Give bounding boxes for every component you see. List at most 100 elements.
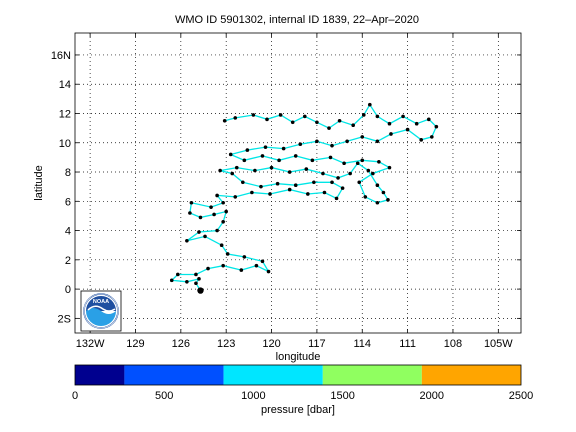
colorbar-bin xyxy=(75,365,125,385)
profile-point xyxy=(336,176,340,180)
y-tick-label: 2S xyxy=(58,313,71,325)
y-tick-label: 0 xyxy=(65,284,71,296)
plot-frame xyxy=(74,32,522,334)
profile-point xyxy=(315,120,319,125)
profile-point xyxy=(241,180,245,185)
profile-point xyxy=(293,154,298,158)
profile-point xyxy=(260,259,265,264)
profile-point xyxy=(414,121,419,126)
profile-point xyxy=(287,170,292,174)
profile-point xyxy=(377,159,381,164)
x-tick-label: 114 xyxy=(353,338,371,350)
y-tick-label: 8 xyxy=(65,167,71,179)
x-tick-label: 120 xyxy=(262,338,280,350)
profile-point xyxy=(263,145,268,149)
profile-point xyxy=(197,230,201,234)
colorbar-tick-label: 1500 xyxy=(330,390,354,402)
profile-point xyxy=(405,127,410,132)
x-tick-label: 123 xyxy=(217,338,235,350)
start-point-marker xyxy=(197,287,204,294)
profile-point xyxy=(287,187,292,192)
profile-point xyxy=(209,205,213,209)
profile-point xyxy=(233,116,238,120)
profile-point xyxy=(375,200,380,205)
profile-point xyxy=(321,171,325,176)
profile-point xyxy=(389,132,393,136)
profile-point xyxy=(185,239,189,243)
y-tick-label: 6 xyxy=(65,196,71,208)
x-tick-label: 132W xyxy=(76,338,105,350)
y-axis-label: latitude xyxy=(33,165,45,200)
profile-point xyxy=(342,161,346,166)
y-tick-label: 10 xyxy=(59,138,71,150)
profile-point xyxy=(315,139,319,144)
profile-point xyxy=(340,186,345,190)
profile-point xyxy=(310,158,315,163)
profile-point xyxy=(334,196,339,201)
profile-point xyxy=(250,190,254,195)
profile-point xyxy=(194,281,198,286)
profile-point xyxy=(221,263,225,268)
profile-point xyxy=(265,117,269,122)
x-tick-label: 126 xyxy=(172,338,190,350)
profile-point xyxy=(306,192,310,196)
colorbar-bin xyxy=(421,365,521,385)
profile-point xyxy=(269,165,274,170)
profile-point xyxy=(188,211,192,215)
profile-point xyxy=(234,165,239,170)
profile-point xyxy=(253,168,257,173)
y-tick-label: 16N xyxy=(51,50,71,62)
colorbar-tick-label: 1000 xyxy=(241,390,265,402)
profile-point xyxy=(426,117,431,122)
profile-point xyxy=(298,142,303,147)
profile-points xyxy=(169,102,439,294)
profile-point xyxy=(185,279,189,284)
x-tick-label: 108 xyxy=(444,338,462,350)
colorbar-bin xyxy=(322,365,422,385)
profile-point xyxy=(360,158,365,163)
chart-title: WMO ID 5901302, internal ID 1839, 22–Apr… xyxy=(175,14,419,26)
x-tick-label: 117 xyxy=(308,338,326,350)
noaa-logo-text: NOAA xyxy=(93,299,109,305)
colorbar-tick-label: 0 xyxy=(72,390,78,402)
profile-point xyxy=(194,272,198,277)
profile-point xyxy=(430,135,434,139)
colorbar-label: pressure [dbar] xyxy=(261,404,335,416)
profile-point xyxy=(206,266,210,271)
profile-point xyxy=(169,278,174,283)
profile-point xyxy=(228,152,233,157)
profile-point xyxy=(434,124,439,129)
colorbar-tick-label: 500 xyxy=(155,390,173,402)
profile-point xyxy=(197,277,201,281)
profile-point xyxy=(219,243,224,247)
profile-point xyxy=(375,139,380,144)
profile-point xyxy=(203,234,207,239)
profile-point xyxy=(212,212,216,217)
colorbar-tick-label: 2500 xyxy=(509,390,533,402)
profile-point xyxy=(330,180,334,185)
profile-point xyxy=(293,183,298,187)
noaa-logo-icon: NOAA xyxy=(80,290,122,332)
profile-point xyxy=(225,252,230,256)
profile-point xyxy=(230,171,235,176)
profile-point xyxy=(312,180,316,185)
profile-point xyxy=(348,171,352,176)
profile-point xyxy=(189,200,194,205)
profile-point xyxy=(215,193,219,198)
profile-point xyxy=(251,113,256,117)
profile-point xyxy=(221,219,225,224)
profile-point xyxy=(371,171,375,176)
profile-point xyxy=(218,168,222,173)
plot-area xyxy=(75,33,521,333)
x-tick-label: 105W xyxy=(484,338,513,350)
profile-point xyxy=(176,272,180,277)
profile-point xyxy=(357,180,362,185)
colorbar-bin xyxy=(223,365,323,385)
profile-point xyxy=(290,120,295,125)
profile-point xyxy=(375,114,380,119)
profile-point xyxy=(375,183,380,187)
profile-point xyxy=(387,165,392,170)
y-axis-ticks: 2S 0 2 4 6 8 10 12 14 16N xyxy=(51,50,521,325)
profile-point xyxy=(242,255,247,259)
x-axis-label: longitude xyxy=(276,351,321,363)
